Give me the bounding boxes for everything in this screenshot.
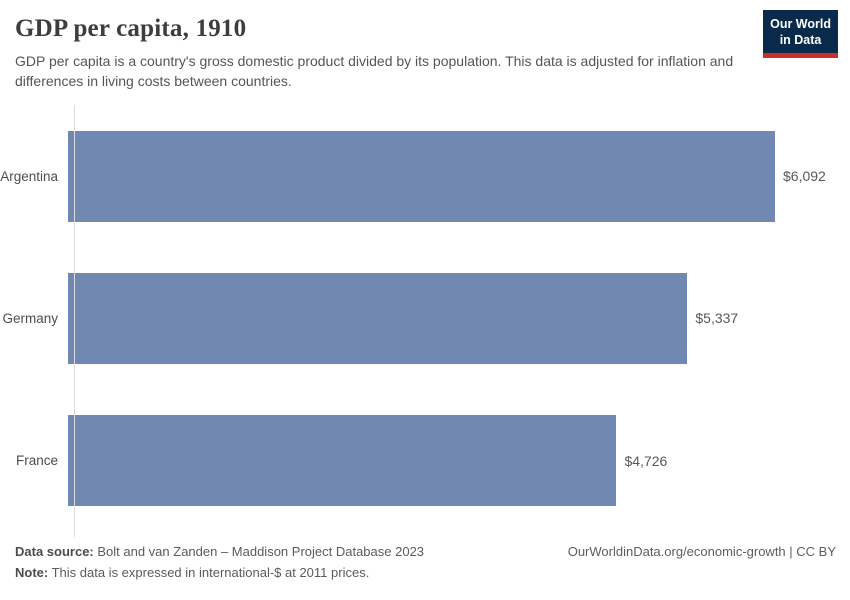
y-axis-line [74,105,75,537]
data-source-label: Data source: [15,544,94,559]
country-label-germany: Germany [2,310,58,326]
bar-row: Argentina $6,092 [0,105,850,247]
owid-logo-line1: Our World [770,17,831,31]
value-label-france: $4,726 [624,452,668,469]
bar-row: France $4,726 [0,390,850,532]
footer-data-source: Data source: Bolt and van Zanden – Maddi… [15,541,424,562]
bar-france[interactable] [68,415,617,507]
chart-header: GDP per capita, 1910 GDP per capita is a… [0,0,850,92]
chart-footer: Data source: Bolt and van Zanden – Maddi… [15,541,836,583]
page-title: GDP per capita, 1910 [15,15,247,42]
footer-link[interactable]: OurWorldinData.org/economic-growth | CC … [567,544,836,559]
bar-chart: Argentina $6,092 Germany $5,337 France $4,726 [0,105,850,537]
owid-logo-line2: in Data [779,33,822,48]
bar-rows: Argentina $6,092 Germany $5,337 France $4,726 [0,105,850,532]
bar-germany[interactable] [68,272,688,364]
country-label-france: France [15,453,58,469]
footer-note: Note: This data is expressed in internat… [15,562,424,583]
chart-subtitle: GDP per capita is a country's gross dome… [15,53,734,89]
note-text: This data is expressed in international-… [48,565,370,580]
value-label-germany: $5,337 [695,310,739,327]
value-label-argentina: $6,092 [783,168,826,185]
bar-row: Germany $5,337 [0,247,850,389]
owid-logo[interactable]: Our World in Data [763,10,838,58]
data-source-text: Bolt and van Zanden – Maddison Project D… [93,544,425,559]
country-label-argentina: Argentina [0,168,58,184]
note-label: Note: [15,565,49,580]
bar-argentina[interactable] [68,130,775,222]
footer-left: Data source: Bolt and van Zanden – Maddi… [15,541,424,583]
